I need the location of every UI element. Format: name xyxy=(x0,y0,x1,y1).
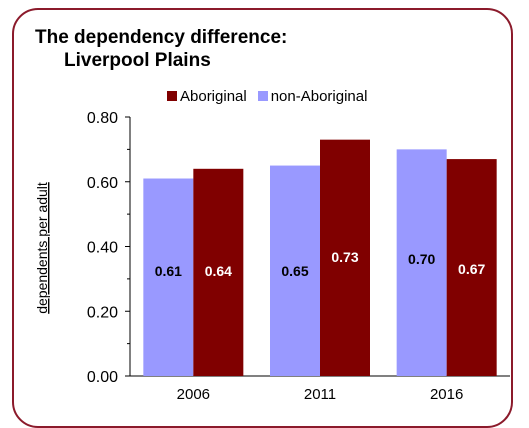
bar-aboriginal-2011 xyxy=(320,139,370,376)
y-tick-label: 0.00 xyxy=(87,369,118,386)
x-tick-label-2016: 2016 xyxy=(430,386,463,403)
x-tick-label-2011: 2011 xyxy=(304,386,336,403)
legend-item-aboriginal: Aboriginal xyxy=(167,88,247,105)
bar-non-aboriginal-2016 xyxy=(396,149,447,376)
y-tick-label: 0.40 xyxy=(87,240,118,257)
data-label-aboriginal-2011: 0.73 xyxy=(331,249,358,265)
legend-label-aboriginal: Aboriginal xyxy=(180,87,247,105)
x-tick-label-2006: 2006 xyxy=(177,386,210,403)
bars xyxy=(143,139,497,376)
y-tick-label: 0.80 xyxy=(87,110,118,127)
legend-swatch-non-aboriginal xyxy=(257,91,268,101)
data-label-aboriginal-2006: 0.64 xyxy=(205,263,232,279)
bar-non-aboriginal-2011 xyxy=(270,165,320,376)
bar-aboriginal-2006 xyxy=(193,168,244,376)
legend-item-non-aboriginal: non-Aboriginal xyxy=(257,87,368,105)
chart-title-line-2: Liverpool Plains xyxy=(64,50,211,71)
chart-title-line-1: The dependency difference: xyxy=(35,27,288,48)
y-axis-label: dependents per adult xyxy=(34,182,50,314)
data-label-non-aboriginal-2006: 0.61 xyxy=(155,263,182,279)
data-label-non-aboriginal-2011: 0.65 xyxy=(281,263,308,279)
data-labels: 0.61 0.64 0.65 0.73 0.70 0.67 xyxy=(155,249,486,279)
data-label-aboriginal-2016: 0.67 xyxy=(458,261,485,277)
bar-non-aboriginal-2006 xyxy=(143,178,194,376)
chart-title: The dependency difference: Liverpool Pla… xyxy=(0,26,390,72)
y-tick-label: 0.60 xyxy=(87,175,118,192)
legend-swatch-aboriginal xyxy=(167,91,177,101)
bar-aboriginal-2016 xyxy=(446,159,497,376)
legend: Aboriginal non-Aboriginal xyxy=(167,87,378,105)
legend-label-non-aboriginal: non-Aboriginal xyxy=(270,87,368,105)
data-label-non-aboriginal-2016: 0.70 xyxy=(408,251,435,267)
y-tick-label: 0.20 xyxy=(87,304,118,321)
